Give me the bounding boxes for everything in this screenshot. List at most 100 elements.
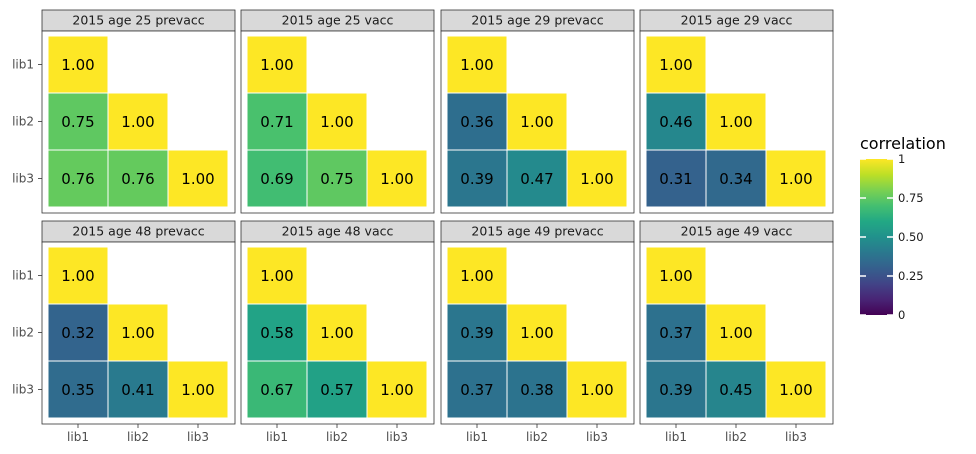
heatmap-cell bbox=[306, 92, 368, 151]
cell-value-label: 0.39 bbox=[460, 324, 493, 342]
cell-value-label: 1.00 bbox=[779, 170, 812, 188]
cell-value-label: 1.00 bbox=[520, 324, 553, 342]
heatmap-cell bbox=[167, 360, 229, 419]
facet-panel: 2015 age 29 prevacc 1.00 0.36 1.00 0.39 0.47 1… bbox=[440, 9, 635, 214]
heatmap-cell bbox=[765, 149, 827, 208]
x-tick-label: lib1 bbox=[67, 430, 89, 444]
x-tick-label: lib2 bbox=[526, 430, 548, 444]
heatmap-cell bbox=[506, 303, 568, 362]
cell-value-label: 1.00 bbox=[719, 324, 752, 342]
heatmap-cell bbox=[645, 303, 707, 362]
x-tick-label: lib1 bbox=[266, 430, 288, 444]
facet-title: 2015 age 29 prevacc bbox=[471, 13, 603, 28]
cell-value-label: 0.71 bbox=[260, 113, 293, 131]
cell-value-label: 0.32 bbox=[61, 324, 94, 342]
y-tick-label: lib3 bbox=[12, 383, 34, 397]
cell-value-label: 1.00 bbox=[260, 267, 293, 285]
y-tick-label: lib2 bbox=[12, 115, 34, 129]
cell-value-label: 0.41 bbox=[121, 381, 154, 399]
cell-value-label: 1.00 bbox=[520, 113, 553, 131]
heatmap-cell bbox=[107, 149, 169, 208]
heatmap-cell bbox=[446, 360, 508, 419]
cell-value-label: 0.57 bbox=[320, 381, 353, 399]
heatmap-cell bbox=[366, 360, 428, 419]
heatmap-cell bbox=[645, 35, 707, 94]
facet-panel: 2015 age 29 vacc 1.00 0.46 1.00 0.31 0.34 1.00 bbox=[639, 9, 834, 214]
cell-value-label: 1.00 bbox=[580, 381, 613, 399]
y-tick-label: lib2 bbox=[12, 326, 34, 340]
heatmap-cell bbox=[246, 35, 308, 94]
heatmap-cell bbox=[306, 360, 368, 419]
facet-panel: 2015 age 49 vacc 1.00 0.37 1.00 0.39 0.45 1.00… bbox=[639, 220, 834, 444]
facet-title: 2015 age 49 prevacc bbox=[471, 224, 603, 239]
y-tick-label: lib1 bbox=[12, 269, 34, 283]
cell-value-label: 1.00 bbox=[61, 56, 94, 74]
cell-value-label: 1.00 bbox=[580, 170, 613, 188]
cell-value-label: 0.37 bbox=[460, 381, 493, 399]
cell-value-label: 0.36 bbox=[460, 113, 493, 131]
heatmap-cell bbox=[246, 246, 308, 305]
colorbar-tick-label: 0 bbox=[898, 308, 905, 322]
colorbar-tick-label: 0.75 bbox=[898, 191, 924, 205]
cell-value-label: 0.75 bbox=[61, 113, 94, 131]
heatmap-cell bbox=[446, 92, 508, 151]
facet-title: 2015 age 48 prevacc bbox=[72, 224, 204, 239]
heatmap-cell bbox=[705, 360, 767, 419]
cell-value-label: 0.58 bbox=[260, 324, 293, 342]
heatmap-cell bbox=[47, 303, 109, 362]
cell-value-label: 0.34 bbox=[719, 170, 752, 188]
cell-value-label: 0.46 bbox=[659, 113, 692, 131]
cell-value-label: 1.00 bbox=[659, 267, 692, 285]
facet-title: 2015 age 25 prevacc bbox=[72, 13, 204, 28]
cell-value-label: 0.39 bbox=[460, 170, 493, 188]
cell-value-label: 0.39 bbox=[659, 381, 692, 399]
heatmap-cell bbox=[446, 35, 508, 94]
heatmap-cell bbox=[506, 360, 568, 419]
heatmap-cell bbox=[306, 149, 368, 208]
colorbar-tick-label: 0.25 bbox=[898, 269, 924, 283]
heatmap-cell bbox=[107, 303, 169, 362]
cell-value-label: 1.00 bbox=[320, 113, 353, 131]
cell-value-label: 0.75 bbox=[320, 170, 353, 188]
heatmap-cell bbox=[506, 149, 568, 208]
heatmap-cell bbox=[47, 149, 109, 208]
cell-value-label: 1.00 bbox=[380, 381, 413, 399]
cell-value-label: 1.00 bbox=[121, 324, 154, 342]
facet-title: 2015 age 25 vacc bbox=[282, 13, 394, 28]
facet-title: 2015 age 48 vacc bbox=[282, 224, 394, 239]
cell-value-label: 1.00 bbox=[460, 56, 493, 74]
cell-value-label: 1.00 bbox=[181, 381, 214, 399]
y-tick-label: lib3 bbox=[12, 172, 34, 186]
cell-value-label: 0.67 bbox=[260, 381, 293, 399]
cell-value-label: 1.00 bbox=[121, 113, 154, 131]
heatmap-cell bbox=[47, 360, 109, 419]
colorbar-tick-label: 0.50 bbox=[898, 230, 924, 244]
cell-value-label: 1.00 bbox=[779, 381, 812, 399]
cell-value-label: 1.00 bbox=[659, 56, 692, 74]
facet-panels: 2015 age 25 prevacc 1.00 0.75 1.00 0.76 0.76 1… bbox=[12, 9, 834, 444]
cell-value-label: 0.47 bbox=[520, 170, 553, 188]
cell-value-label: 0.35 bbox=[61, 381, 94, 399]
legend-title: correlation bbox=[860, 134, 946, 153]
x-tick-label: lib2 bbox=[127, 430, 149, 444]
x-tick-label: lib1 bbox=[665, 430, 687, 444]
cell-value-label: 0.69 bbox=[260, 170, 293, 188]
heatmap-cell bbox=[47, 35, 109, 94]
cell-value-label: 1.00 bbox=[460, 267, 493, 285]
heatmap-cell bbox=[705, 149, 767, 208]
facet-panel: 2015 age 48 prevacc 1.00 0.32 1.00 0.35 0.41 1… bbox=[12, 220, 236, 444]
cell-value-label: 1.00 bbox=[61, 267, 94, 285]
facet-panel: 2015 age 49 prevacc 1.00 0.39 1.00 0.37 0.38 1… bbox=[440, 220, 635, 444]
cell-value-label: 0.38 bbox=[520, 381, 553, 399]
x-tick-label: lib3 bbox=[586, 430, 608, 444]
heatmap-cell bbox=[765, 360, 827, 419]
facet-panel: 2015 age 48 vacc 1.00 0.58 1.00 0.67 0.57 1.00… bbox=[240, 220, 435, 444]
x-tick-label: lib2 bbox=[326, 430, 348, 444]
x-tick-label: lib2 bbox=[725, 430, 747, 444]
facet-panel: 2015 age 25 prevacc 1.00 0.75 1.00 0.76 0.76 1… bbox=[12, 9, 236, 214]
heatmap-cell bbox=[47, 92, 109, 151]
cell-value-label: 1.00 bbox=[181, 170, 214, 188]
colorbar-tick-label: 1 bbox=[898, 152, 905, 166]
